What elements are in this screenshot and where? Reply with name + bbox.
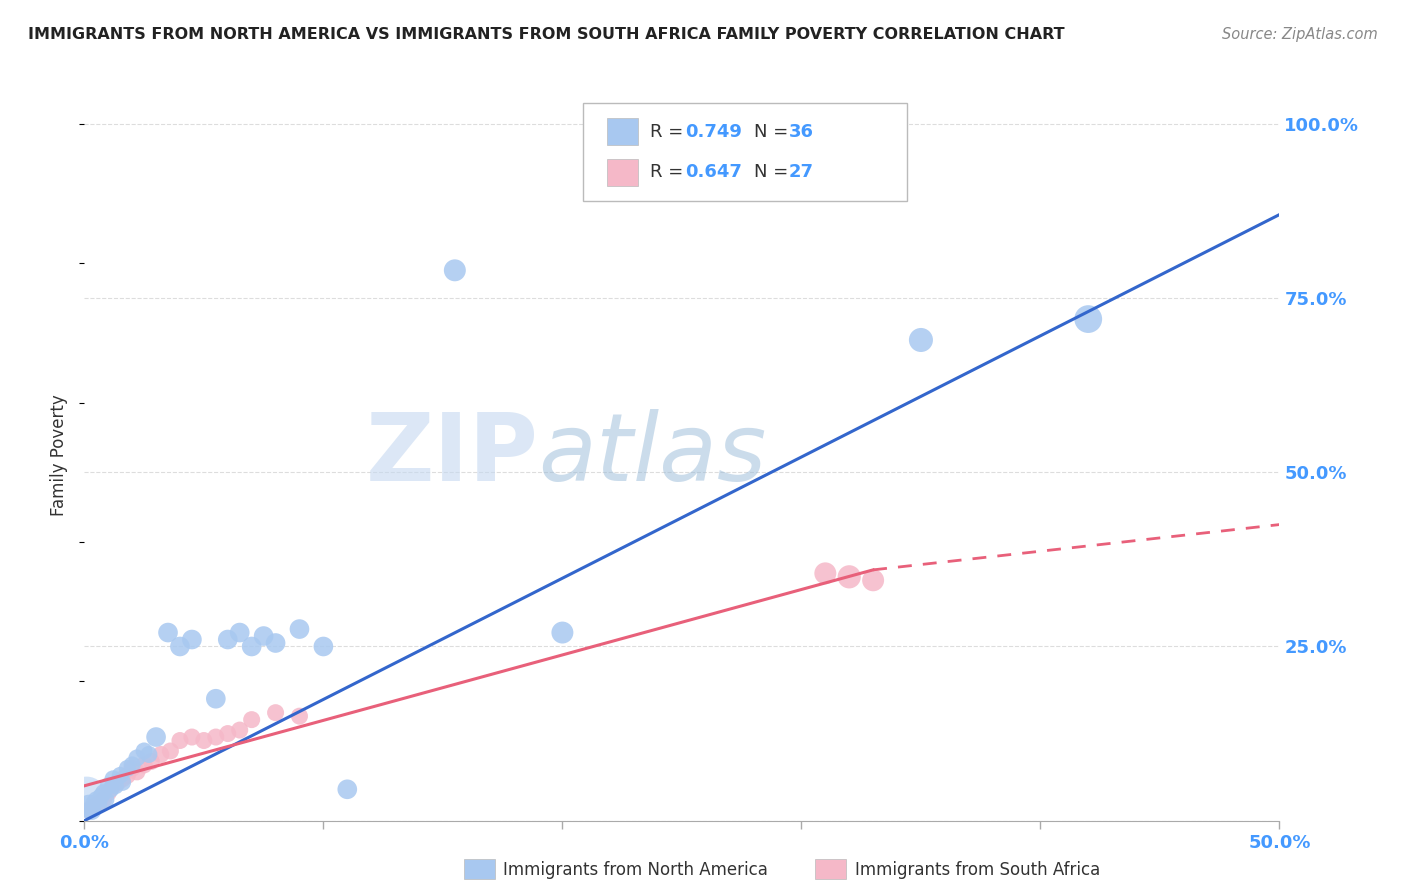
- Point: [111, 775, 134, 789]
- Point: [288, 622, 311, 636]
- Text: IMMIGRANTS FROM NORTH AMERICA VS IMMIGRANTS FROM SOUTH AFRICA FAMILY POVERTY COR: IMMIGRANTS FROM NORTH AMERICA VS IMMIGRA…: [28, 27, 1064, 42]
- Point: [83, 799, 105, 814]
- Point: [90, 789, 112, 804]
- Text: 36: 36: [789, 123, 814, 141]
- Point: [80, 803, 103, 817]
- Text: Source: ZipAtlas.com: Source: ZipAtlas.com: [1222, 27, 1378, 42]
- Point: [132, 758, 156, 772]
- Point: [228, 625, 252, 640]
- Point: [97, 786, 120, 800]
- Point: [86, 793, 108, 807]
- Point: [76, 789, 98, 804]
- Point: [117, 768, 139, 782]
- Text: R =: R =: [650, 163, 689, 181]
- Point: [240, 640, 263, 654]
- Point: [838, 570, 860, 584]
- Point: [141, 755, 163, 769]
- Point: [253, 629, 276, 643]
- Point: [93, 793, 115, 807]
- Text: atlas: atlas: [538, 409, 766, 500]
- Point: [240, 713, 263, 727]
- Point: [138, 747, 160, 762]
- Point: [217, 726, 239, 740]
- Point: [97, 779, 120, 793]
- Point: [157, 625, 180, 640]
- Point: [77, 799, 100, 814]
- Point: [264, 636, 287, 650]
- Text: 27: 27: [789, 163, 814, 181]
- Point: [180, 632, 202, 647]
- Point: [264, 706, 287, 720]
- Point: [101, 779, 124, 793]
- Point: [94, 793, 117, 807]
- Point: [312, 640, 335, 654]
- Point: [336, 782, 359, 797]
- Point: [217, 632, 239, 647]
- Point: [205, 691, 228, 706]
- Point: [107, 775, 129, 789]
- Text: Immigrants from South Africa: Immigrants from South Africa: [855, 861, 1099, 879]
- Point: [169, 640, 191, 654]
- Text: ZIP: ZIP: [366, 409, 538, 501]
- Point: [1077, 312, 1099, 326]
- Point: [93, 786, 115, 800]
- Point: [910, 333, 932, 347]
- Point: [288, 709, 311, 723]
- Text: N =: N =: [754, 123, 793, 141]
- Point: [121, 758, 143, 772]
- Point: [101, 772, 124, 786]
- Text: 0.749: 0.749: [685, 123, 741, 141]
- Point: [87, 796, 110, 810]
- Point: [205, 730, 228, 744]
- Text: R =: R =: [650, 123, 689, 141]
- Point: [180, 730, 202, 744]
- Point: [862, 574, 884, 588]
- Point: [77, 803, 100, 817]
- Point: [110, 768, 132, 782]
- Point: [132, 744, 156, 758]
- Point: [104, 779, 127, 793]
- Point: [193, 733, 215, 747]
- Point: [159, 744, 181, 758]
- Point: [551, 625, 574, 640]
- Point: [814, 566, 837, 581]
- Point: [125, 764, 148, 779]
- Text: Immigrants from North America: Immigrants from North America: [503, 861, 768, 879]
- Point: [83, 796, 105, 810]
- Point: [117, 761, 139, 775]
- Point: [169, 733, 191, 747]
- Point: [111, 772, 134, 786]
- Text: N =: N =: [754, 163, 793, 181]
- Point: [121, 761, 143, 775]
- Point: [145, 730, 167, 744]
- Point: [100, 782, 122, 797]
- Y-axis label: Family Poverty: Family Poverty: [51, 394, 69, 516]
- Point: [149, 747, 172, 762]
- Point: [125, 751, 148, 765]
- Point: [228, 723, 252, 737]
- Point: [444, 263, 467, 277]
- Point: [87, 796, 110, 810]
- Text: 0.647: 0.647: [685, 163, 741, 181]
